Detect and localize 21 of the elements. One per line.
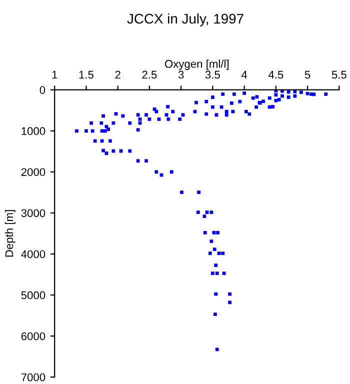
x-tick-label: 2	[115, 70, 120, 79]
x-tick-label: 5.5	[332, 70, 346, 79]
x-axis-title: Oxygen [ml/l]	[164, 60, 228, 70]
x-tick-label: 3	[178, 70, 184, 79]
y-tick-label: 0	[40, 86, 46, 94]
x-tick-label: 4	[241, 70, 248, 79]
x-tick-label: 1	[52, 70, 58, 79]
y-tick-label: 1000	[22, 127, 46, 136]
y-tick-label: 2000	[21, 168, 46, 176]
y-axis-title: Depth [m]	[4, 210, 16, 257]
x-tick-label: 3.5	[205, 70, 220, 79]
y-tick-label: 7000	[21, 373, 46, 382]
y-tick-label: 5000	[21, 291, 46, 300]
x-tick-label: 1.5	[79, 70, 94, 79]
y-tick-label: 3000	[21, 209, 46, 218]
y-tick-label: 4000	[21, 250, 46, 258]
x-tick-label: 4.5	[268, 70, 284, 79]
chart-title: JCCX in July, 1997	[127, 13, 244, 26]
y-tick-label: 6000	[21, 332, 46, 340]
x-tick-label: 2.5	[142, 70, 157, 79]
x-tick-label: 5	[304, 70, 310, 79]
